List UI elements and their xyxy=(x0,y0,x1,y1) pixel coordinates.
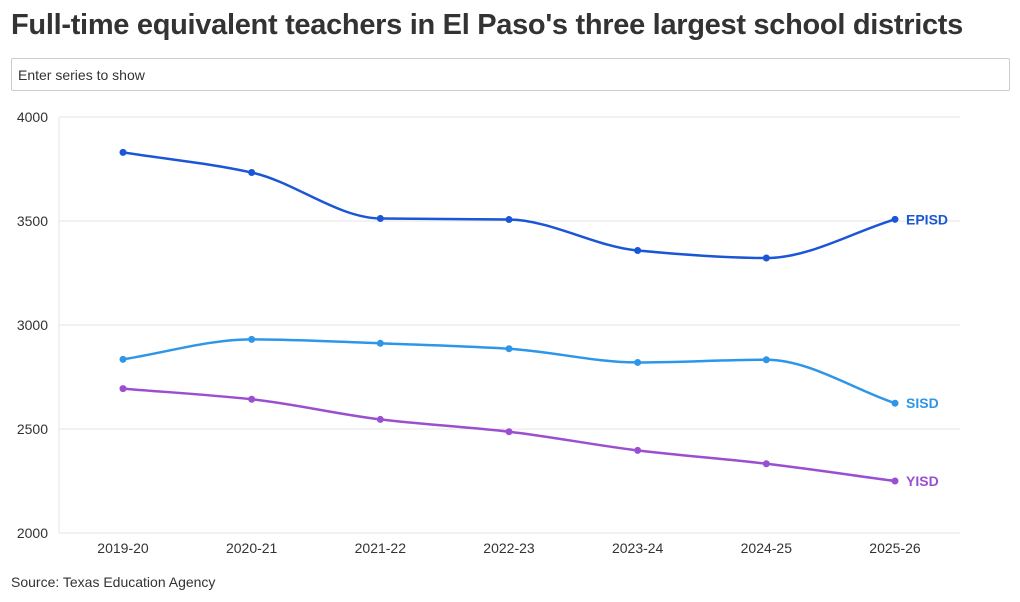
source-note: Source: Texas Education Agency xyxy=(11,574,216,590)
data-point-yisd xyxy=(119,385,127,393)
y-tick-label: 3000 xyxy=(17,317,48,333)
x-tick-label: 2025-26 xyxy=(869,540,921,556)
x-axis: 2019-20 2020-21 2021-22 2022-23 2023-24 2024-… xyxy=(97,540,921,556)
data-point-yisd xyxy=(248,395,256,403)
data-point-episd xyxy=(762,254,770,262)
x-tick-label: 2022-23 xyxy=(483,540,535,556)
gridlines xyxy=(59,116,960,534)
data-point-episd xyxy=(634,247,642,255)
data-point-sisd xyxy=(376,339,384,347)
series-line-yisd xyxy=(121,387,897,483)
data-point-episd xyxy=(891,215,899,223)
series-search-input[interactable] xyxy=(11,58,1010,91)
x-tick-label: 2021-22 xyxy=(355,540,407,556)
x-tick-label: 2024-25 xyxy=(741,540,793,556)
series-lines xyxy=(121,151,897,483)
x-tick-label: 2023-24 xyxy=(612,540,664,556)
data-point-episd xyxy=(119,148,127,156)
data-point-yisd xyxy=(505,428,513,436)
data-point-sisd xyxy=(891,399,899,407)
y-tick-label: 3500 xyxy=(17,213,48,229)
data-point-episd xyxy=(376,215,384,223)
data-point-episd xyxy=(248,169,256,177)
data-point-yisd xyxy=(634,446,642,454)
data-point-sisd xyxy=(762,356,770,364)
data-point-yisd xyxy=(891,477,899,485)
x-tick-label: 2020-21 xyxy=(226,540,278,556)
series-points xyxy=(119,148,899,485)
series-labels: EPISD SISD YISD xyxy=(906,211,948,489)
data-point-sisd xyxy=(505,345,513,353)
series-label-episd: EPISD xyxy=(906,211,948,227)
y-tick-label: 2500 xyxy=(17,421,48,437)
data-point-sisd xyxy=(248,335,256,343)
series-line-sisd xyxy=(121,338,897,405)
data-point-yisd xyxy=(762,460,770,468)
series-label-yisd: YISD xyxy=(906,473,939,489)
y-tick-label: 2000 xyxy=(17,525,48,541)
chart-title: Full-time equivalent teachers in El Paso… xyxy=(11,9,963,41)
data-point-sisd xyxy=(119,355,127,363)
series-line-episd xyxy=(121,151,897,260)
x-tick-label: 2019-20 xyxy=(97,540,149,556)
y-axis: 2000 2500 3000 3500 4000 xyxy=(17,109,60,541)
y-tick-label: 4000 xyxy=(17,109,48,125)
data-point-episd xyxy=(505,216,513,224)
series-label-sisd: SISD xyxy=(906,395,939,411)
data-point-yisd xyxy=(376,415,384,423)
data-point-sisd xyxy=(634,358,642,366)
